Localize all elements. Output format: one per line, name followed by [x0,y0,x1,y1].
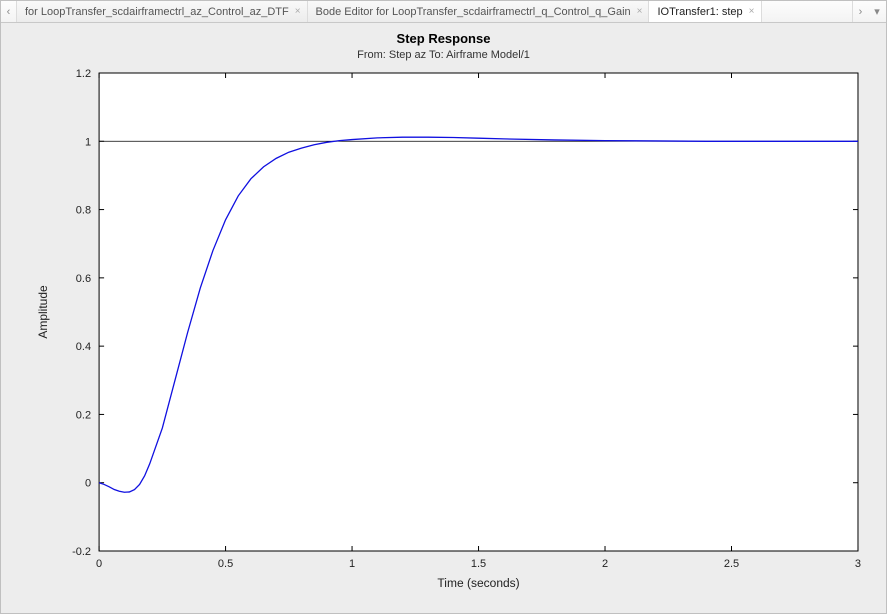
svg-text:0: 0 [96,558,102,570]
tab-0[interactable]: for LoopTransfer_scdairframectrl_az_Cont… [17,1,308,22]
tab-strip: ‹ for LoopTransfer_scdairframectrl_az_Co… [1,1,886,23]
svg-text:0.2: 0.2 [76,409,91,421]
step-response-chart: 0 0.5 1 1.5 2 2.5 3 -0.2 0 0.2 0.4 0.6 0.8 1 1.2 Time (… [29,67,870,597]
chart-container: 0 0.5 1 1.5 2 2.5 3 -0.2 0 0.2 0.4 0.6 0.8 1 1.2 Time (… [29,67,870,597]
svg-text:1.2: 1.2 [76,68,91,80]
chart-title: Step Response [1,31,886,48]
close-icon[interactable]: × [637,6,643,17]
svg-text:2: 2 [602,558,608,570]
app-window: ‹ for LoopTransfer_scdairframectrl_az_Co… [0,0,887,614]
svg-text:1: 1 [85,136,91,148]
tab-label: IOTransfer1: step [657,6,742,18]
tab-1[interactable]: Bode Editor for LoopTransfer_scdairframe… [308,1,650,22]
svg-text:0: 0 [85,478,91,490]
tab-overflow-menu[interactable]: ▾ [868,1,886,22]
close-icon[interactable]: × [749,6,755,17]
svg-text:0.5: 0.5 [218,558,233,570]
plot-panel: Step Response From: Step az To: Airframe… [1,23,886,613]
close-icon[interactable]: × [295,6,301,17]
tabs-host: for LoopTransfer_scdairframectrl_az_Cont… [17,1,852,22]
tab-scroll-right[interactable]: › [852,1,868,22]
svg-text:2.5: 2.5 [724,558,739,570]
tab-label: for LoopTransfer_scdairframectrl_az_Cont… [25,6,289,18]
svg-text:Time (seconds): Time (seconds) [437,576,519,590]
chart-titles: Step Response From: Step az To: Airframe… [1,23,886,62]
tab-scroll-left[interactable]: ‹ [1,1,17,22]
svg-text:1: 1 [349,558,355,570]
svg-text:0.4: 0.4 [76,341,91,353]
svg-text:1.5: 1.5 [471,558,486,570]
svg-text:3: 3 [855,558,861,570]
tab-2[interactable]: IOTransfer1: step × [649,1,761,22]
tab-label: Bode Editor for LoopTransfer_scdairframe… [316,6,631,18]
svg-text:Amplitude: Amplitude [36,285,50,339]
svg-text:0.6: 0.6 [76,273,91,285]
svg-text:-0.2: -0.2 [72,546,91,558]
svg-text:0.8: 0.8 [76,205,91,217]
chart-subtitle: From: Step az To: Airframe Model/1 [1,48,886,62]
